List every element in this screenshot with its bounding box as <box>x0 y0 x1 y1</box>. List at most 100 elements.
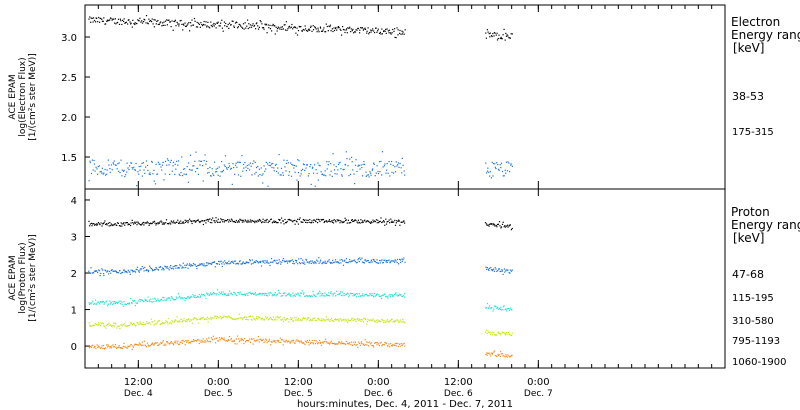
data-point <box>346 158 348 160</box>
data-point <box>503 175 505 177</box>
data-point <box>159 324 161 326</box>
data-point <box>250 221 252 223</box>
data-point <box>234 173 236 175</box>
data-point <box>203 160 205 162</box>
data-point <box>265 316 267 318</box>
data-point <box>350 293 352 295</box>
data-point <box>281 339 284 341</box>
data-point <box>493 268 495 270</box>
data-point <box>366 30 368 32</box>
data-point <box>257 25 259 27</box>
data-point <box>289 261 291 263</box>
data-point <box>138 223 140 225</box>
data-point <box>341 222 343 224</box>
data-point <box>368 261 370 263</box>
data-point <box>257 262 259 264</box>
data-point <box>96 224 98 226</box>
data-point <box>122 305 125 307</box>
data-point <box>357 317 359 320</box>
data-point <box>378 294 380 296</box>
data-point <box>128 303 130 305</box>
data-point <box>501 38 503 40</box>
data-point <box>215 294 217 296</box>
data-point <box>142 267 145 269</box>
data-point <box>223 21 225 23</box>
data-point <box>262 261 264 263</box>
data-point <box>156 222 158 225</box>
data-point <box>286 341 288 343</box>
data-point <box>491 269 493 271</box>
data-point <box>314 296 316 298</box>
data-point <box>349 319 351 322</box>
data-point <box>509 334 511 336</box>
data-point <box>339 342 341 344</box>
data-point <box>178 320 180 322</box>
data-point <box>115 164 117 166</box>
data-point <box>281 217 283 219</box>
data-point <box>165 222 167 224</box>
data-point <box>115 323 117 325</box>
data-point <box>173 321 175 323</box>
data-point <box>90 21 92 23</box>
data-point <box>251 338 253 340</box>
data-point <box>214 221 216 224</box>
data-point <box>181 297 183 299</box>
data-point <box>248 292 250 294</box>
data-point <box>349 259 351 261</box>
data-point <box>380 217 382 219</box>
data-point <box>160 266 162 268</box>
data-point <box>141 341 144 343</box>
data-point <box>90 17 92 19</box>
data-point <box>227 340 229 342</box>
data-point <box>388 295 390 297</box>
data-point <box>332 259 334 262</box>
data-point <box>299 26 301 28</box>
data-point <box>113 163 115 165</box>
data-point <box>283 260 285 262</box>
data-point <box>357 165 359 167</box>
data-point <box>343 318 345 320</box>
data-point <box>187 340 189 342</box>
data-point <box>274 319 276 321</box>
data-point <box>240 317 242 319</box>
data-point <box>498 34 500 36</box>
data-point <box>185 25 187 27</box>
data-point <box>163 296 165 299</box>
data-point <box>260 260 262 262</box>
data-point <box>288 321 290 323</box>
data-point <box>508 37 510 39</box>
data-point <box>256 316 258 318</box>
data-point <box>286 262 289 264</box>
data-point <box>286 221 288 223</box>
data-point <box>122 325 124 327</box>
data-point <box>147 222 149 224</box>
data-point <box>114 164 116 166</box>
data-point <box>152 298 154 300</box>
data-point <box>283 159 285 161</box>
data-point <box>374 295 376 297</box>
data-point <box>193 165 195 167</box>
data-point <box>387 172 389 174</box>
data-point <box>318 257 320 259</box>
data-point <box>304 295 306 297</box>
data-point <box>312 29 315 31</box>
data-point <box>122 347 124 349</box>
data-point <box>102 269 104 271</box>
proton-legend-series-4: 795-1193 <box>732 336 780 347</box>
x-tick-day: Dec. 5 <box>204 389 233 399</box>
data-point <box>126 347 128 349</box>
data-point <box>268 294 270 296</box>
data-point <box>282 292 284 295</box>
data-point <box>243 294 245 296</box>
data-point <box>360 318 363 321</box>
data-point <box>208 171 210 173</box>
data-point <box>183 24 185 26</box>
data-point <box>350 344 352 346</box>
data-point <box>130 302 133 304</box>
data-point <box>372 296 375 298</box>
data-point <box>229 316 231 318</box>
data-point <box>184 344 186 346</box>
data-point <box>249 260 251 262</box>
data-point <box>356 29 358 31</box>
